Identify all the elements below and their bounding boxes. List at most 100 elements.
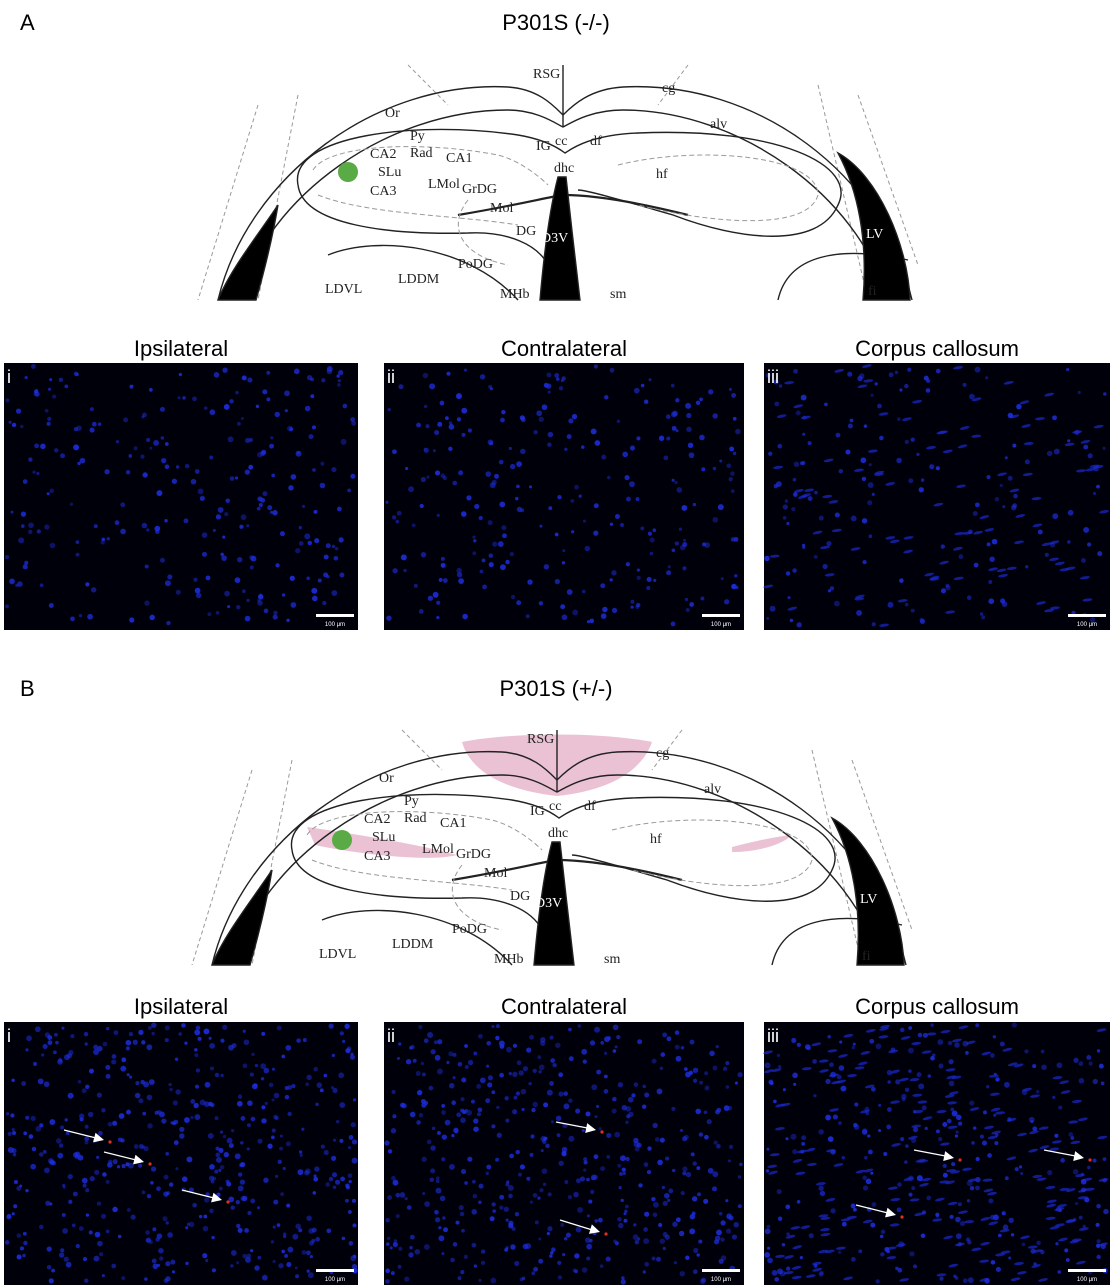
nucleus <box>398 1265 402 1269</box>
nucleus <box>290 602 296 608</box>
nucleus <box>510 1244 515 1249</box>
nucleus <box>732 1234 737 1239</box>
nucleus <box>512 1109 517 1114</box>
nucleus <box>115 520 120 525</box>
nucleus <box>50 543 56 549</box>
nucleus <box>911 438 915 442</box>
nucleus <box>38 1078 44 1084</box>
nucleus <box>665 1234 670 1239</box>
nucleus <box>600 1041 604 1045</box>
nucleus <box>558 1161 563 1166</box>
nucleus <box>516 485 520 489</box>
nucleus <box>562 549 565 552</box>
nucleus <box>531 1108 535 1112</box>
nucleus <box>106 1027 110 1031</box>
nucleus <box>127 1073 130 1076</box>
nucleus <box>734 574 737 577</box>
nucleus <box>733 452 736 455</box>
nucleus <box>590 619 595 624</box>
nucleus <box>165 464 170 469</box>
nucleus <box>489 562 494 567</box>
nucleus <box>913 1127 918 1132</box>
nucleus <box>332 545 335 548</box>
nucleus <box>1009 1218 1014 1223</box>
nucleus <box>766 1225 770 1229</box>
nucleus <box>106 1074 111 1079</box>
nucleus <box>66 1131 70 1135</box>
nucleus <box>203 1215 207 1219</box>
nucleus <box>765 1062 771 1068</box>
nucleus <box>349 1241 354 1246</box>
atlas-label: CA3 <box>364 849 390 864</box>
nucleus <box>515 497 518 500</box>
nucleus <box>414 1249 420 1255</box>
nucleus <box>200 496 205 501</box>
nucleus <box>911 1186 915 1190</box>
nucleus <box>548 391 551 394</box>
nucleus <box>511 595 515 599</box>
nucleus <box>496 1106 499 1109</box>
nucleus <box>819 1272 824 1277</box>
nucleus <box>167 1232 173 1238</box>
nucleus <box>726 1213 732 1219</box>
nucleus <box>642 1105 646 1109</box>
nucleus <box>442 1135 447 1140</box>
nucleus <box>501 410 505 414</box>
nucleus <box>421 552 426 557</box>
nucleus <box>681 505 687 511</box>
nucleus <box>76 1244 80 1248</box>
nucleus <box>1036 1241 1040 1245</box>
nucleus <box>433 592 439 598</box>
nucleus <box>1088 1061 1092 1065</box>
nucleus <box>433 449 436 452</box>
nucleus <box>1088 453 1093 458</box>
nucleus <box>505 1246 508 1249</box>
nucleus <box>870 394 873 397</box>
nucleus <box>285 409 288 412</box>
nucleus <box>287 1247 293 1253</box>
nucleus <box>464 369 467 372</box>
nucleus <box>793 1083 796 1086</box>
nucleus <box>451 1134 454 1137</box>
nucleus <box>707 1119 712 1124</box>
nucleus <box>97 1093 102 1098</box>
nucleus <box>660 1052 665 1057</box>
nucleus <box>70 503 73 506</box>
nucleus <box>131 1215 136 1220</box>
nucleus <box>566 1233 571 1238</box>
nucleus <box>338 1072 344 1078</box>
nucleus <box>295 548 300 553</box>
nucleus <box>266 397 270 401</box>
nucleus <box>306 1250 311 1255</box>
nucleus <box>577 1207 583 1213</box>
nucleus <box>922 1105 927 1110</box>
nucleus <box>896 458 902 464</box>
nucleus <box>905 440 909 444</box>
nucleus <box>734 537 739 542</box>
nucleus <box>48 388 51 391</box>
nucleus <box>712 1186 717 1191</box>
nucleus <box>1011 1233 1014 1236</box>
image-title: Contralateral <box>501 336 627 361</box>
nucleus <box>868 1150 873 1155</box>
nucleus <box>516 1091 520 1095</box>
nucleus <box>663 455 668 460</box>
nucleus <box>904 384 908 388</box>
nucleus <box>65 1118 68 1121</box>
nucleus <box>488 520 493 525</box>
nucleus <box>174 1140 179 1145</box>
nucleus <box>708 1168 714 1174</box>
scale-bar-label: 100 μm <box>325 1277 345 1283</box>
nucleus <box>119 1113 125 1119</box>
nucleus <box>674 1261 677 1264</box>
nucleus <box>112 1207 117 1212</box>
nucleus <box>577 1024 581 1028</box>
nucleus <box>936 1214 939 1217</box>
nucleus <box>582 1129 585 1132</box>
nucleus <box>513 1096 517 1100</box>
nucleus <box>194 1048 197 1051</box>
nucleus <box>994 1141 998 1145</box>
nucleus <box>106 1230 110 1234</box>
nucleus <box>437 1131 441 1135</box>
nucleus <box>672 1222 677 1227</box>
